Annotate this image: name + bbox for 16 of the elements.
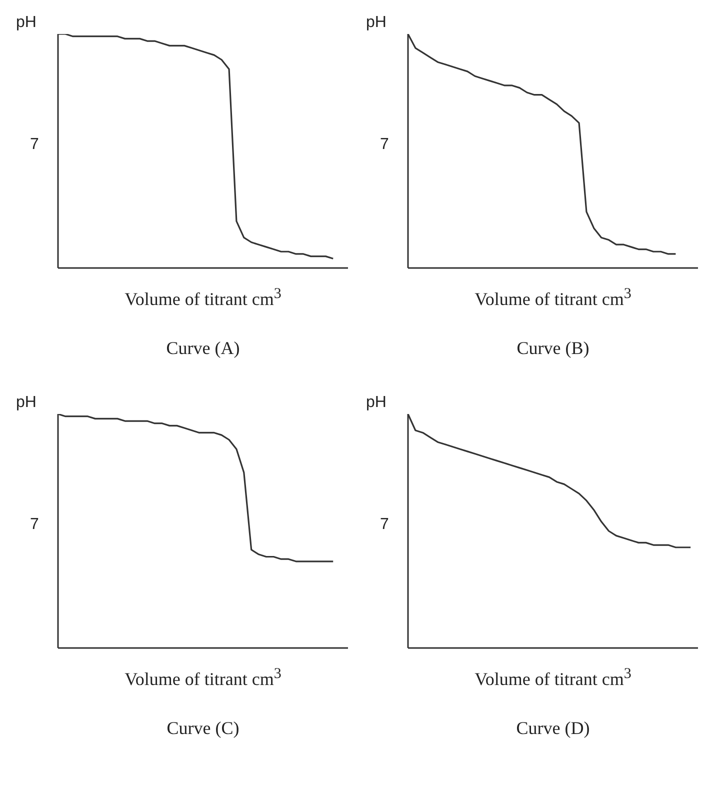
text: 7 [30,516,39,534]
y-axis-title: pH [16,394,36,412]
x-axis-title: Volume of titrant cm$^{3}$ [124,286,282,310]
y-axis-title: pH [366,394,386,412]
text: Curve (D) [515,718,591,739]
text: 7 [380,136,389,154]
text: Curve (A) [165,338,241,359]
y-axis-title: pH [366,14,386,32]
text: Curve (B) [516,338,590,359]
text: 7 [30,136,39,154]
x-axis-title: Volume of titrant cm$^{3}$ [124,666,282,690]
y-axis-title: pH [16,14,36,32]
text: Curve (C) [166,718,240,739]
x-axis-title: Volume of titrant cm$^{3}$ [474,666,632,690]
x-axis-title: Volume of titrant cm$^{3}$ [474,286,632,310]
text: 7 [380,516,389,534]
